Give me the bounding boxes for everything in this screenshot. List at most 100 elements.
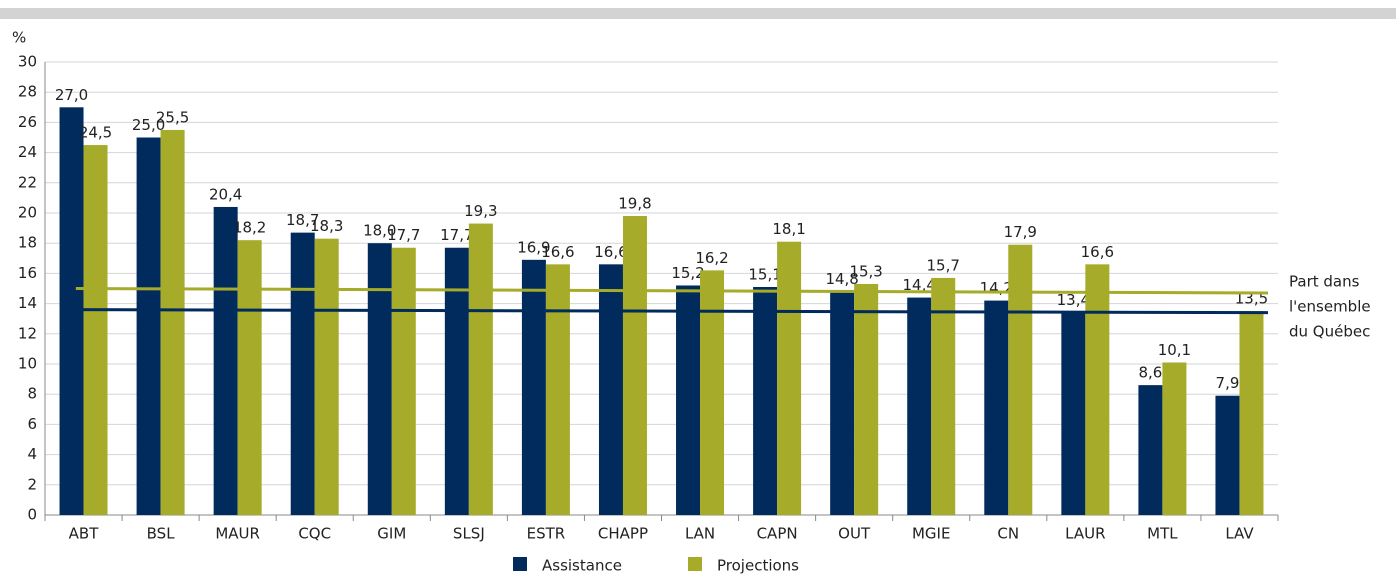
x-tick-label: CQC xyxy=(298,525,331,543)
bar xyxy=(1239,311,1264,515)
value-label: 17,7 xyxy=(387,226,420,244)
bar xyxy=(521,259,546,515)
y-tick-label: 18 xyxy=(18,234,37,252)
value-label: 8,6 xyxy=(1138,364,1162,382)
bar xyxy=(545,264,570,515)
reference-line xyxy=(75,308,1269,315)
x-tick-label: CAPN xyxy=(757,525,798,543)
value-label: 15,3 xyxy=(849,262,882,280)
bar xyxy=(367,243,392,515)
bar xyxy=(1162,362,1187,515)
value-label: 19,8 xyxy=(618,195,651,213)
x-tick-label: MGIE xyxy=(912,525,950,543)
value-label: 10,1 xyxy=(1158,341,1191,359)
legend-swatch xyxy=(513,557,527,571)
bar xyxy=(1061,312,1086,515)
bar xyxy=(931,277,956,515)
y-tick-label: 30 xyxy=(18,53,37,71)
y-axis-label: % xyxy=(12,29,26,47)
bar xyxy=(1085,264,1110,515)
y-tick-label: 10 xyxy=(18,355,37,373)
x-tick-label: SLSJ xyxy=(453,525,485,543)
value-label: 14,4 xyxy=(903,276,936,294)
bar xyxy=(1215,395,1240,515)
bar xyxy=(830,291,855,515)
annotation: du Québec xyxy=(1289,323,1370,341)
bar xyxy=(314,238,339,516)
bar xyxy=(777,241,802,515)
annotation: l'ensemble xyxy=(1289,298,1371,316)
value-label: 14,2 xyxy=(980,279,1013,297)
value-label: 18,0 xyxy=(363,222,396,240)
bar xyxy=(676,285,701,515)
value-label: 27,0 xyxy=(55,86,88,104)
annotation: Part dans xyxy=(1289,273,1360,291)
value-label: 16,2 xyxy=(695,249,728,267)
y-tick-label: 14 xyxy=(18,294,37,312)
value-label: 7,9 xyxy=(1216,374,1240,392)
value-label: 19,3 xyxy=(464,202,497,220)
legend-label: Assistance xyxy=(542,557,622,575)
bar xyxy=(160,129,185,515)
y-tick-label: 4 xyxy=(27,445,37,463)
value-label: 25,0 xyxy=(132,116,165,134)
bar xyxy=(1008,244,1033,515)
y-tick-label: 16 xyxy=(18,264,37,282)
bar xyxy=(854,283,879,515)
x-tick-label: MAUR xyxy=(215,525,260,543)
value-label: 15,2 xyxy=(671,264,704,282)
bar xyxy=(136,137,161,515)
value-label: 15,7 xyxy=(927,256,960,274)
y-tick-label: 26 xyxy=(18,113,37,131)
bar xyxy=(598,264,623,515)
bar xyxy=(237,240,262,515)
bar xyxy=(1138,385,1163,515)
reference-line xyxy=(75,287,1269,295)
x-tick-label: OUT xyxy=(838,525,871,543)
value-label: 25,5 xyxy=(156,108,189,126)
bar xyxy=(700,270,725,515)
x-tick-label: LAV xyxy=(1225,525,1254,543)
value-label: 17,9 xyxy=(1004,223,1037,241)
y-tick-label: 8 xyxy=(27,385,37,403)
value-label: 14,8 xyxy=(825,270,858,288)
value-label: 16,6 xyxy=(1081,243,1114,261)
header-bar xyxy=(0,8,1396,19)
x-tick-label: LAN xyxy=(685,525,715,543)
bar xyxy=(213,206,238,515)
y-tick-label: 28 xyxy=(18,83,37,101)
value-label: 24,5 xyxy=(79,124,112,142)
y-tick-label: 2 xyxy=(27,475,37,493)
value-label: 18,3 xyxy=(310,217,343,235)
value-label: 16,6 xyxy=(594,243,627,261)
value-label: 16,6 xyxy=(541,243,574,261)
value-label: 18,7 xyxy=(286,211,319,229)
x-tick-label: GIM xyxy=(377,525,406,543)
bar xyxy=(984,300,1009,515)
x-tick-label: MTL xyxy=(1147,525,1178,543)
value-label: 13,4 xyxy=(1057,291,1090,309)
value-label: 16,9 xyxy=(517,238,550,256)
x-tick-label: ABT xyxy=(69,525,100,543)
bar xyxy=(59,107,84,516)
value-label: 18,1 xyxy=(772,220,805,238)
value-label: 15,1 xyxy=(748,265,781,283)
y-tick-label: 24 xyxy=(18,143,37,161)
bar xyxy=(83,145,108,516)
x-tick-label: CN xyxy=(997,525,1019,543)
x-tick-label: CHAPP xyxy=(598,525,648,543)
y-tick-label: 12 xyxy=(18,324,37,342)
legend-label: Projections xyxy=(717,557,799,575)
bar xyxy=(290,232,315,515)
x-tick-label: ESTR xyxy=(527,525,566,543)
bar xyxy=(622,216,647,515)
value-label: 17,7 xyxy=(440,226,473,244)
y-tick-label: 6 xyxy=(27,415,37,433)
x-tick-label: BSL xyxy=(147,525,176,543)
bar xyxy=(907,297,932,515)
bar xyxy=(444,247,469,516)
x-tick-label: LAUR xyxy=(1065,525,1105,543)
value-label: 20,4 xyxy=(209,185,242,203)
y-tick-label: 22 xyxy=(18,173,37,191)
y-tick-label: 20 xyxy=(18,204,37,222)
